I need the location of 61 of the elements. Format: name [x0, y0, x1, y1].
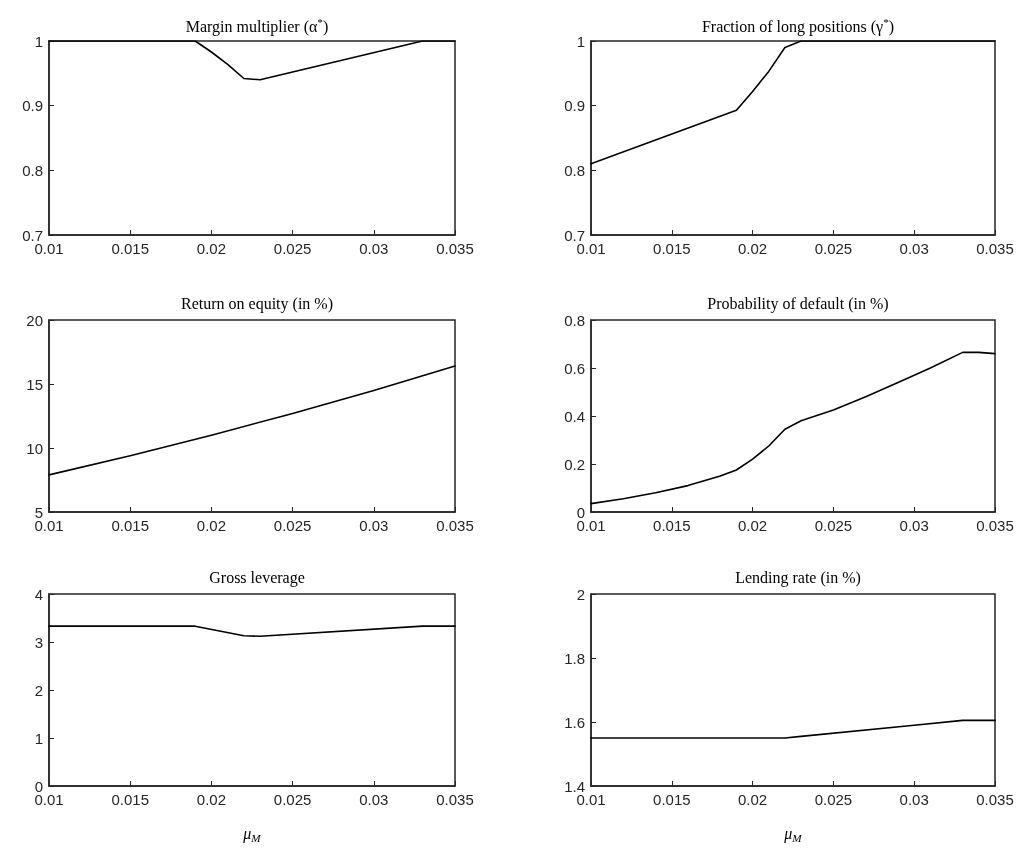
- y-tick-label: 10: [26, 439, 43, 457]
- x-tick-label: 0.03: [899, 240, 929, 257]
- x-tick-label: 0.035: [976, 517, 1014, 534]
- y-tick-label: 20: [26, 311, 43, 329]
- y-tick-label: 0.8: [22, 161, 43, 179]
- x-tick-label: 0.035: [436, 517, 474, 534]
- y-tick-label: 0.9: [22, 97, 43, 115]
- x-tick-label: 0.015: [111, 791, 149, 808]
- x-tick-label: 0.015: [653, 791, 691, 808]
- y-tick-label: 0.2: [564, 455, 585, 473]
- chart-title: Fraction of long positions (γ*): [701, 15, 895, 36]
- x-tick-label: 0.035: [976, 240, 1014, 257]
- y-tick-label: 1.8: [564, 649, 585, 667]
- x-tick-label: 0.015: [111, 517, 149, 534]
- y-tick-label: 0.6: [564, 359, 585, 377]
- x-tick-label: 0.025: [814, 517, 853, 534]
- x-tick-label: 0.02: [738, 791, 768, 808]
- chart-title: Margin multiplier (α*): [185, 15, 329, 36]
- x-tick-label: 0.025: [273, 517, 312, 534]
- y-tick-label: 2: [576, 585, 585, 603]
- x-tick-label: 0.02: [196, 240, 226, 257]
- x-tick-label: 0.03: [359, 517, 389, 534]
- x-tick-label: 0.025: [273, 791, 312, 808]
- chart-title: Probability of default (in %): [707, 294, 889, 313]
- x-tick-label: 0.015: [111, 240, 149, 257]
- y-tick-label: 3: [34, 633, 43, 651]
- y-tick-label: 2: [34, 681, 43, 699]
- y-tick-label: 1: [34, 729, 43, 747]
- x-tick-label: 0.025: [273, 240, 312, 257]
- x-tick-label: 0.025: [814, 791, 853, 808]
- x-tick-label: 0.03: [899, 791, 929, 808]
- chart-title: Lending rate (in %): [735, 568, 861, 587]
- x-tick-label: 0.015: [653, 240, 691, 257]
- x-tick-label: 0.03: [899, 517, 929, 534]
- x-tick-label: 0.025: [814, 240, 853, 257]
- y-tick-label: 1.6: [564, 713, 585, 731]
- x-tick-label: 0.02: [196, 517, 226, 534]
- y-tick-label: 0.8: [564, 161, 585, 179]
- y-tick-label: 1: [34, 32, 43, 50]
- y-tick-label: 0.8: [564, 311, 585, 329]
- x-tick-label: 0.02: [738, 517, 768, 534]
- line-series: [48, 40, 456, 81]
- x-tick-label: 0.02: [196, 791, 226, 808]
- y-tick-label: 0.9: [564, 97, 585, 115]
- x-tick-label: 0.02: [738, 240, 768, 257]
- y-tick-label: 0.4: [564, 407, 585, 425]
- line-series: [590, 40, 996, 165]
- y-tick-label: 4: [34, 585, 43, 603]
- line-series: [590, 719, 996, 739]
- y-tick-label: 15: [26, 375, 43, 393]
- x-tick-label: 0.035: [436, 240, 474, 257]
- x-tick-label: 0.015: [653, 517, 691, 534]
- y-tick-label: 1: [576, 32, 585, 50]
- x-tick-label: 0.03: [359, 791, 389, 808]
- x-tick-label: 0.03: [359, 240, 389, 257]
- chart-title: Gross leverage: [209, 568, 305, 587]
- line-series: [590, 351, 996, 505]
- x-tick-label: 0.035: [436, 791, 474, 808]
- x-tick-label: 0.035: [976, 791, 1014, 808]
- chart-title: Return on equity (in %): [181, 294, 333, 313]
- line-series: [48, 365, 456, 476]
